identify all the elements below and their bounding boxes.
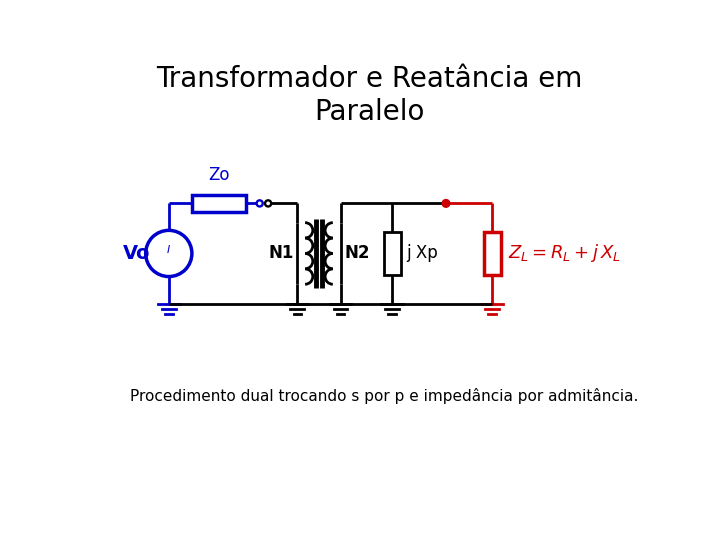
- Text: N1: N1: [268, 245, 294, 262]
- Text: Transformador e Reatância em
Paralelo: Transformador e Reatância em Paralelo: [156, 65, 582, 126]
- Text: Procedimento dual trocando s por p e impedância por admitância.: Procedimento dual trocando s por p e imp…: [130, 388, 639, 404]
- Text: Zo: Zo: [208, 166, 230, 184]
- Text: N2: N2: [344, 245, 370, 262]
- Circle shape: [442, 200, 450, 207]
- FancyBboxPatch shape: [484, 232, 500, 275]
- Text: I: I: [167, 245, 171, 255]
- Text: Vo: Vo: [122, 244, 150, 263]
- Text: $Z_L = R_L + j\, X_L$: $Z_L = R_L + j\, X_L$: [508, 242, 621, 265]
- FancyBboxPatch shape: [192, 195, 246, 212]
- FancyBboxPatch shape: [384, 232, 400, 275]
- Text: j Xp: j Xp: [407, 245, 438, 262]
